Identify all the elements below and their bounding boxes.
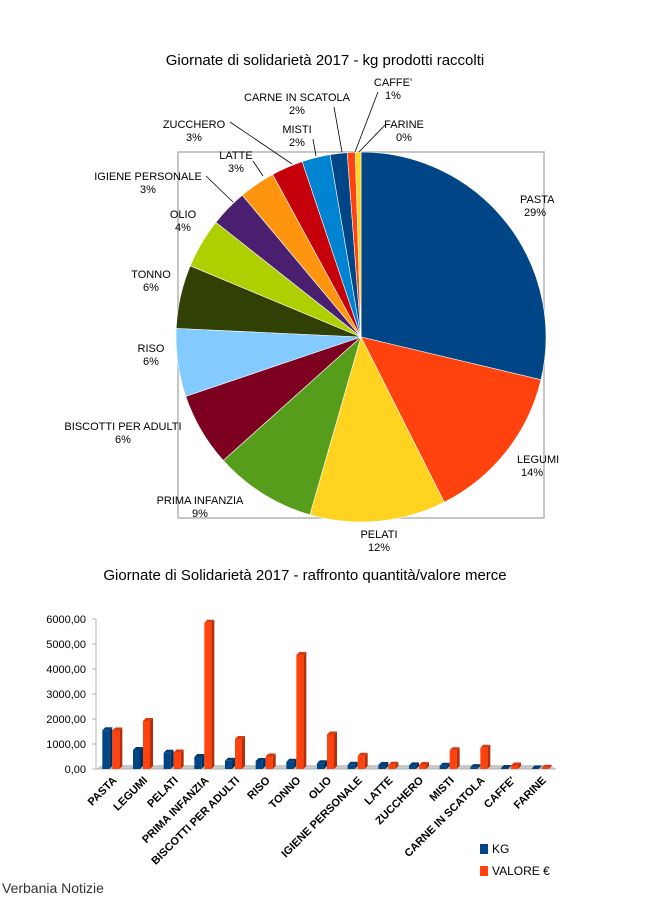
pie-slice-label: CARNE IN SCATOLA: [244, 92, 351, 104]
bar-valore-caffe: [511, 762, 521, 769]
pie-leader-line: [229, 121, 293, 165]
pie-leader-line: [354, 91, 379, 153]
pie-slice-label: LATTE: [219, 150, 252, 162]
bar-valore-igiene-personale: [357, 752, 368, 769]
pie-slice-percent: 6%: [143, 356, 159, 368]
bar-kg-latte: [378, 762, 389, 769]
legend-label: KG: [492, 842, 509, 856]
bar-valore-pelati: [173, 749, 184, 769]
y-tick-label: 2000,00: [46, 714, 86, 726]
bar-valore-carne-in-scatola: [480, 744, 491, 769]
y-tick-label: 6000,00: [46, 614, 86, 626]
y-tick-label: 0,00: [65, 764, 86, 776]
pie-slice-percent: 4%: [175, 222, 191, 234]
bar-valore-misti: [449, 747, 460, 769]
pie-slice-percent: 3%: [228, 163, 244, 175]
bar-kg-olio: [317, 760, 327, 769]
pie-slice-percent: 1%: [385, 90, 401, 102]
y-tick-label: 5000,00: [46, 639, 86, 651]
pie-leader-line: [358, 124, 386, 153]
pie-slice-percent: 14%: [521, 467, 543, 479]
bar-kg-zucchero: [409, 762, 419, 769]
pie-leader-line: [333, 106, 343, 153]
pie-slice-label: FARINE: [384, 119, 424, 131]
y-tick-label: 1000,00: [46, 739, 86, 751]
x-category-label: FARINE: [512, 775, 549, 812]
pie-leader-line: [312, 138, 317, 157]
bar-kg-misti: [439, 762, 450, 769]
pie-slice-label: ZUCCHERO: [163, 119, 226, 131]
bar-kg-farine: [531, 765, 542, 769]
pie-slice-label: IGIENE PERSONALE: [94, 171, 202, 183]
pie-slice-label: PASTA: [520, 194, 555, 206]
footer-credit: Verbania Notizie: [2, 880, 104, 896]
bar-chart-title: Giornate di Solidarietà 2017 - raffronto…: [103, 567, 507, 584]
pie-slice-prima-infanzia: [222, 336, 362, 516]
bar-valore-prima-infanzia: [204, 619, 215, 769]
pie-slice-percent: 3%: [186, 132, 202, 144]
pie-slice-percent: 0%: [396, 132, 412, 144]
pie-slice-label: MISTI: [282, 124, 311, 136]
bar-kg-pelati: [163, 749, 174, 769]
bar-valore-olio: [327, 731, 337, 769]
bar-kg-legumi: [133, 747, 143, 769]
bar-kg-prima-infanzia: [194, 754, 205, 769]
pie-chart-title: Giornate di solidarietà 2017 - kg prodot…: [165, 52, 485, 69]
legend-label: VALORE €: [492, 864, 550, 878]
bar-kg-caffe: [501, 765, 511, 769]
bar-valore-farine: [541, 764, 552, 769]
bar-kg-pasta: [102, 727, 113, 769]
pie-slice-pasta: [360, 151, 547, 381]
y-tick-label: 3000,00: [46, 689, 86, 701]
pie-slice-label: OLIO: [170, 209, 197, 221]
pie-slice-percent: 2%: [289, 105, 305, 117]
x-category-label: OLIO: [307, 774, 335, 802]
pie-slice-percent: 6%: [143, 282, 159, 294]
pie-slice-label: TONNO: [131, 269, 171, 281]
legend-swatch: [480, 866, 488, 876]
x-category-label: RISO: [245, 774, 273, 802]
bar-kg-carne-in-scatola: [470, 764, 481, 769]
pie-slice-percent: 9%: [192, 508, 208, 520]
bar-valore-latte: [388, 761, 399, 769]
pie-slice-pelati: [309, 336, 445, 523]
pie-slice-percent: 29%: [524, 207, 546, 219]
bar-kg-riso: [255, 758, 266, 769]
bar-kg-tonno: [286, 758, 297, 769]
bar-kg-biscotti-per-adulti: [225, 757, 235, 769]
legend-swatch: [480, 844, 488, 854]
pie-slice-percent: 6%: [115, 434, 131, 446]
pie-slice-label: RISO: [138, 343, 165, 355]
pie-slice-percent: 2%: [289, 137, 305, 149]
y-tick-label: 4000,00: [46, 664, 86, 676]
pie-leader-line: [252, 160, 264, 177]
bar-valore-riso: [265, 753, 276, 769]
pie-slice-label: LEGUMI: [517, 454, 559, 466]
x-category-label: LEGUMI: [111, 775, 150, 814]
bar-kg-igiene-personale: [347, 761, 358, 769]
pie-slice-label: PRIMA INFANZIA: [157, 495, 244, 507]
pie-slice-label: BISCOTTI PER ADULTI: [64, 421, 181, 433]
pie-slice-farine: [354, 151, 362, 338]
pie-leader-line: [205, 175, 234, 203]
pie-slice-label: PELATI: [360, 529, 397, 541]
pie-slice-label: CAFFE': [374, 77, 412, 89]
bar-valore-pasta: [112, 727, 123, 769]
bar-valore-legumi: [143, 718, 153, 769]
pie-slice-legumi: [360, 336, 542, 503]
x-category-label: TONNO: [267, 774, 304, 811]
pie-slice-percent: 3%: [140, 184, 156, 196]
bar-valore-tonno: [296, 652, 307, 769]
bar-valore-biscotti-per-adulti: [235, 736, 245, 769]
x-category-label: MISTI: [428, 775, 457, 804]
bar-valore-zucchero: [419, 762, 429, 769]
pie-slice-percent: 12%: [368, 542, 390, 554]
